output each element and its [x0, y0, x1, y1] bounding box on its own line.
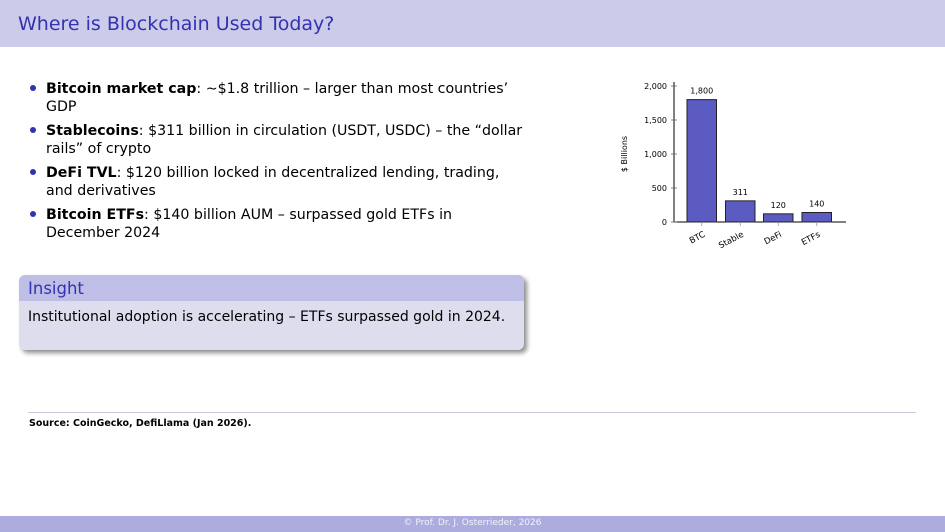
bar-stable	[725, 200, 756, 223]
x-tick-label: DeFi	[763, 230, 784, 247]
bar-defi	[763, 213, 794, 223]
y-axis-label: $ Billions	[620, 136, 629, 172]
y-tick-label: 1,000	[644, 150, 667, 159]
bar-value-label: 120	[771, 201, 786, 210]
bullet-item: Bitcoin ETFs: $140 billion AUM – surpass…	[30, 206, 526, 242]
bullet-text: : $140 billion AUM – surpassed gold ETFs…	[46, 207, 453, 241]
bullet-text: : ∼$1.8 trillion – larger than most coun…	[46, 81, 509, 115]
y-tick-label: 0	[662, 218, 667, 227]
bullet-item: DeFi TVL: $120 billion locked in decentr…	[30, 164, 526, 200]
bar-btc	[686, 99, 717, 223]
x-tick-label: ETFs	[800, 230, 823, 248]
footer-author: Prof. Dr. J. Osterrieder, 2026	[415, 518, 542, 528]
bar-value-label: 1,800	[690, 87, 713, 96]
bullet-item: Bitcoin market cap: ∼$1.8 trillion – lar…	[30, 80, 526, 116]
footer-text: © Prof. Dr. J. Osterrieder, 2026	[0, 518, 945, 528]
copyright-icon: ©	[403, 518, 413, 528]
bullet-text: : $120 billion locked in decentralized l…	[46, 165, 500, 199]
bullet-icon	[30, 169, 36, 175]
y-tick-label: 1,500	[644, 116, 667, 125]
x-tick-label: BTC	[688, 230, 707, 247]
bullet-item: Stablecoins: $311 billion in circulation…	[30, 122, 526, 158]
y-tick-label: 500	[652, 184, 667, 193]
bullet-text: : $311 billion in circulation (USDT, USD…	[46, 123, 523, 157]
source-note: Source: CoinGecko, DefiLlama (Jan 2026).	[29, 418, 252, 429]
x-tick-label: Stable	[717, 230, 745, 251]
divider	[28, 412, 916, 413]
bullet-icon	[30, 127, 36, 133]
insight-box: Insight Institutional adoption is accele…	[19, 275, 524, 350]
bullet-list: Bitcoin market cap: ∼$1.8 trillion – lar…	[30, 80, 526, 248]
bar-value-label: 311	[733, 188, 748, 197]
bar-value-label: 140	[809, 199, 824, 208]
slide-title: Where is Blockchain Used Today?	[18, 13, 335, 35]
insight-title: Insight	[28, 279, 84, 298]
bar-chart: 0 500 1,000 1,500 2,000 $ Billions 1,800 BTC 311…	[600, 70, 860, 270]
bullet-term: Bitcoin market cap	[46, 81, 197, 97]
bar-etfs	[801, 211, 832, 223]
bullet-term: Stablecoins	[46, 123, 139, 139]
bullet-term: DeFi TVL	[46, 165, 117, 181]
bullet-icon	[30, 211, 36, 217]
slide-footer: © Prof. Dr. J. Osterrieder, 2026	[0, 516, 945, 532]
y-tick-label: 2,000	[644, 82, 667, 91]
insight-header: Insight	[19, 275, 524, 301]
insight-body: Institutional adoption is accelerating –…	[28, 309, 506, 325]
bullet-icon	[30, 85, 36, 91]
slide-header: Where is Blockchain Used Today?	[0, 0, 945, 47]
bar-chart-svg: 0 500 1,000 1,500 2,000 $ Billions 1,800 BTC 311…	[620, 82, 846, 251]
bullet-term: Bitcoin ETFs	[46, 207, 145, 223]
